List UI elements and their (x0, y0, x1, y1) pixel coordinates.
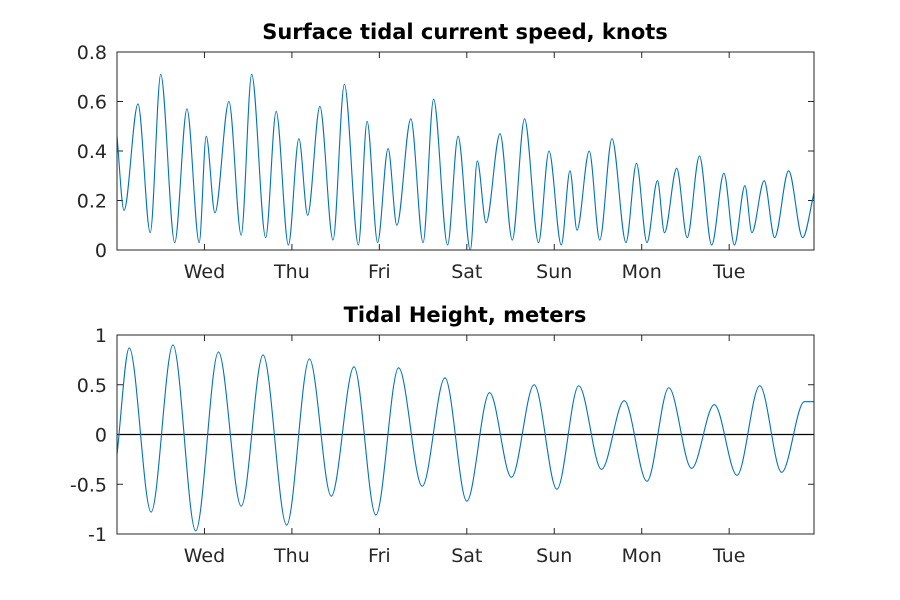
tidal-height-xtick-label: Mon (622, 545, 662, 567)
current-speed-xtick-label: Fri (368, 261, 391, 283)
current-speed-ytick-label: 0.8 (77, 42, 107, 64)
current-speed-xtick-label: Sat (451, 261, 482, 283)
tidal-height-xtick-label: Tue (712, 545, 745, 567)
current-speed-axes-box (116, 51, 815, 251)
tidal-height-axes-box (116, 334, 815, 535)
tidal-height-xtick-label: Sat (451, 545, 482, 567)
tidal-height-title: Tidal Height, meters (344, 303, 587, 327)
tidal-height-ytick-label: 0 (95, 425, 107, 447)
current-speed-xtick-label: Tue (712, 261, 745, 283)
tidal-height-ytick-label: 1 (95, 325, 107, 347)
current-speed-title: Surface tidal current speed, knots (262, 20, 668, 44)
current-speed-xtick-label: Mon (622, 261, 662, 283)
tidal-height-xtick-label: Fri (368, 545, 391, 567)
tidal-height-y-axis: -1 -0.5 0 0.5 1 (70, 325, 814, 546)
tidal-height-xtick-label: Wed (184, 545, 225, 567)
current-speed-x-axis: Wed Thu Fri Sat Sun Mon Tue (184, 52, 745, 283)
current-speed-ytick-label: 0.2 (77, 191, 107, 213)
tidal-height-plot-area (116, 344, 814, 532)
tidal-height-xtick-label: Sun (536, 545, 572, 567)
current-speed-xtick-label: Wed (184, 261, 225, 283)
current-speed-xtick-label: Thu (273, 261, 310, 283)
tidal-height-chart: Tidal Height, meters -1 -0.5 0 0.5 1 Wed Thu F… (70, 303, 815, 567)
current-speed-ytick-label: 0.6 (77, 92, 107, 114)
current-speed-y-axis: 0 0.2 0.4 0.6 0.8 (77, 42, 814, 262)
tidal-height-ytick-label: -0.5 (70, 474, 107, 496)
tidal-height-ytick-label: 0.5 (77, 375, 107, 397)
current-speed-xtick-label: Sun (536, 261, 572, 283)
current-speed-plot-area (116, 73, 815, 251)
current-speed-ytick-label: 0 (95, 240, 107, 262)
tidal-height-xtick-label: Thu (273, 545, 310, 567)
tidal-height-ytick-label: -1 (88, 524, 107, 546)
tidal-height-series-line (116, 344, 814, 532)
current-speed-chart: Surface tidal current speed, knots 00.20… (77, 20, 815, 283)
current-speed-series-line (116, 73, 815, 251)
current-speed-ytick-label: 0.4 (77, 141, 107, 163)
tidal-height-x-axis: Wed Thu Fri Sat Sun Mon Tue (184, 335, 745, 567)
